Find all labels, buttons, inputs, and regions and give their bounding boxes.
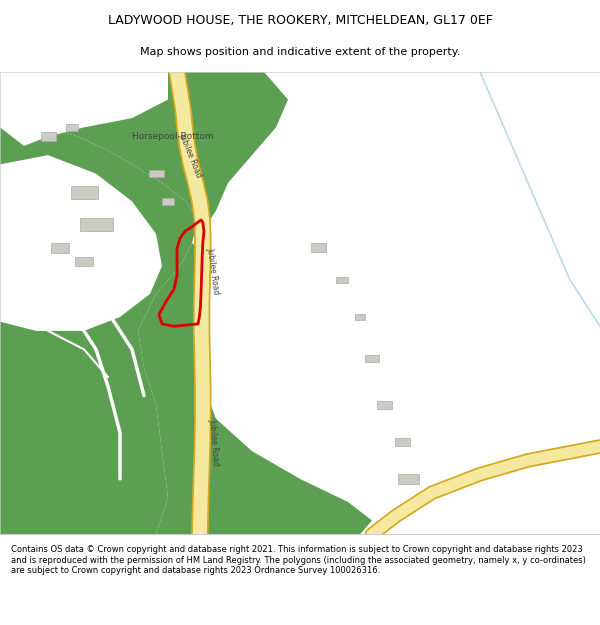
Bar [75,258,93,266]
Bar [66,124,78,131]
Bar [377,401,392,409]
Polygon shape [0,72,168,146]
Bar [355,314,365,320]
Bar [311,244,326,252]
Bar [149,170,163,177]
Polygon shape [0,72,198,534]
Bar [395,438,410,446]
Bar [71,186,98,199]
Text: Jubilee Road: Jubilee Road [178,131,203,179]
Bar [41,132,56,141]
Polygon shape [0,155,162,331]
Bar [162,198,174,204]
Text: Horsepool Bottom: Horsepool Bottom [132,132,214,141]
Polygon shape [0,72,288,229]
Text: Jubilee Road: Jubilee Road [207,418,220,466]
Bar [398,474,419,484]
Bar [79,218,113,231]
Bar [365,356,379,362]
Text: LADYWOOD HOUSE, THE ROOKERY, MITCHELDEAN, GL17 0EF: LADYWOOD HOUSE, THE ROOKERY, MITCHELDEAN… [107,14,493,27]
Bar [51,242,69,252]
Text: Map shows position and indicative extent of the property.: Map shows position and indicative extent… [140,47,460,57]
Bar [336,276,348,284]
Polygon shape [138,243,372,534]
Text: Contains OS data © Crown copyright and database right 2021. This information is : Contains OS data © Crown copyright and d… [11,545,586,575]
Text: Jubilee Road: Jubilee Road [205,247,221,295]
